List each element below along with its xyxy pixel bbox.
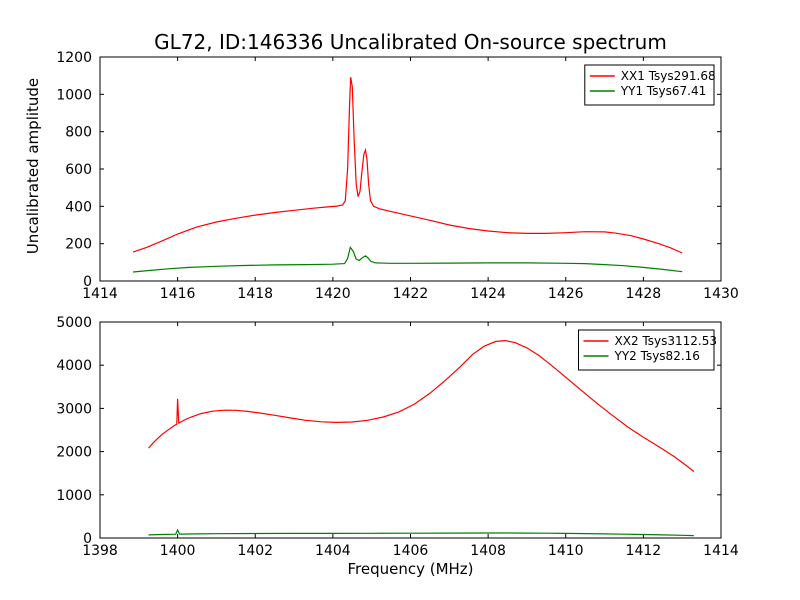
legend-label: YY2 Tsys82.16 [614,349,700,363]
y-tick-label: 600 [65,162,92,178]
axes-frame [99,321,722,539]
bottom-subplot-axes: 1398 1400 1402 1404 1406 1408 1410 1412 1414 0 100… [56,315,739,559]
legend-box [584,64,715,106]
legend-label: XX1 Tsys291.68 [621,69,716,83]
top-subplot-axes: 1414 1416 1418 1420 1422 1424 1426 1428 1430 0 200… [56,50,738,302]
x-tick-label: 1408 [470,543,506,559]
x-tick-label: 1422 [393,286,429,302]
y-tick-label: 4000 [56,358,92,374]
x-tick-label: 1402 [237,543,273,559]
axes-frame [99,56,722,282]
legend-label: YY1 Tsys67.41 [620,84,706,98]
x-tick-label: 1398 [82,543,118,559]
y-tick-label: 5000 [56,315,92,331]
x-tick-label: 1424 [470,286,506,302]
x-tick-label: 1400 [160,543,196,559]
y-tick-label: 400 [65,199,92,215]
y-tick-label: 200 [65,237,92,253]
series-line-yy1 [132,246,683,273]
x-tick-label: 1410 [548,543,584,559]
series-line-yy2 [148,528,694,537]
y-tick-label: 0 [83,274,92,290]
legend-label: XX2 Tsys3112.53 [615,334,717,348]
y-tick-label: 1000 [56,87,92,103]
x-tick-label: 1418 [237,286,273,302]
x-tick-label: 1420 [315,286,351,302]
x-tick-label: 1412 [626,543,662,559]
x-tick-label: 1430 [703,286,739,302]
series-line-xx1 [132,77,683,254]
y-tick-label: 2000 [56,445,92,461]
x-tick-label: 1426 [548,286,584,302]
x-axis-label: Frequency (MHz) [347,560,474,578]
y-tick-label: 0 [83,531,92,547]
y-tick-label: 800 [65,125,92,141]
x-tick-label: 1414 [82,286,118,302]
series-line-xx2 [148,339,695,472]
figure-title: GL72, ID:146336 Uncalibrated On-source s… [154,30,667,54]
x-tick-label: 1428 [626,286,662,302]
y-tick-label: 3000 [56,401,92,417]
y-tick-label: 1000 [56,488,92,504]
x-tick-label: 1406 [393,543,429,559]
y-tick-label: 1200 [56,50,92,66]
legend-box [578,329,715,371]
x-tick-label: 1416 [160,286,196,302]
y-axis-label: Uncalibrated amplitude [24,77,42,255]
x-tick-label: 1404 [315,543,351,559]
x-tick-label: 1414 [703,543,739,559]
